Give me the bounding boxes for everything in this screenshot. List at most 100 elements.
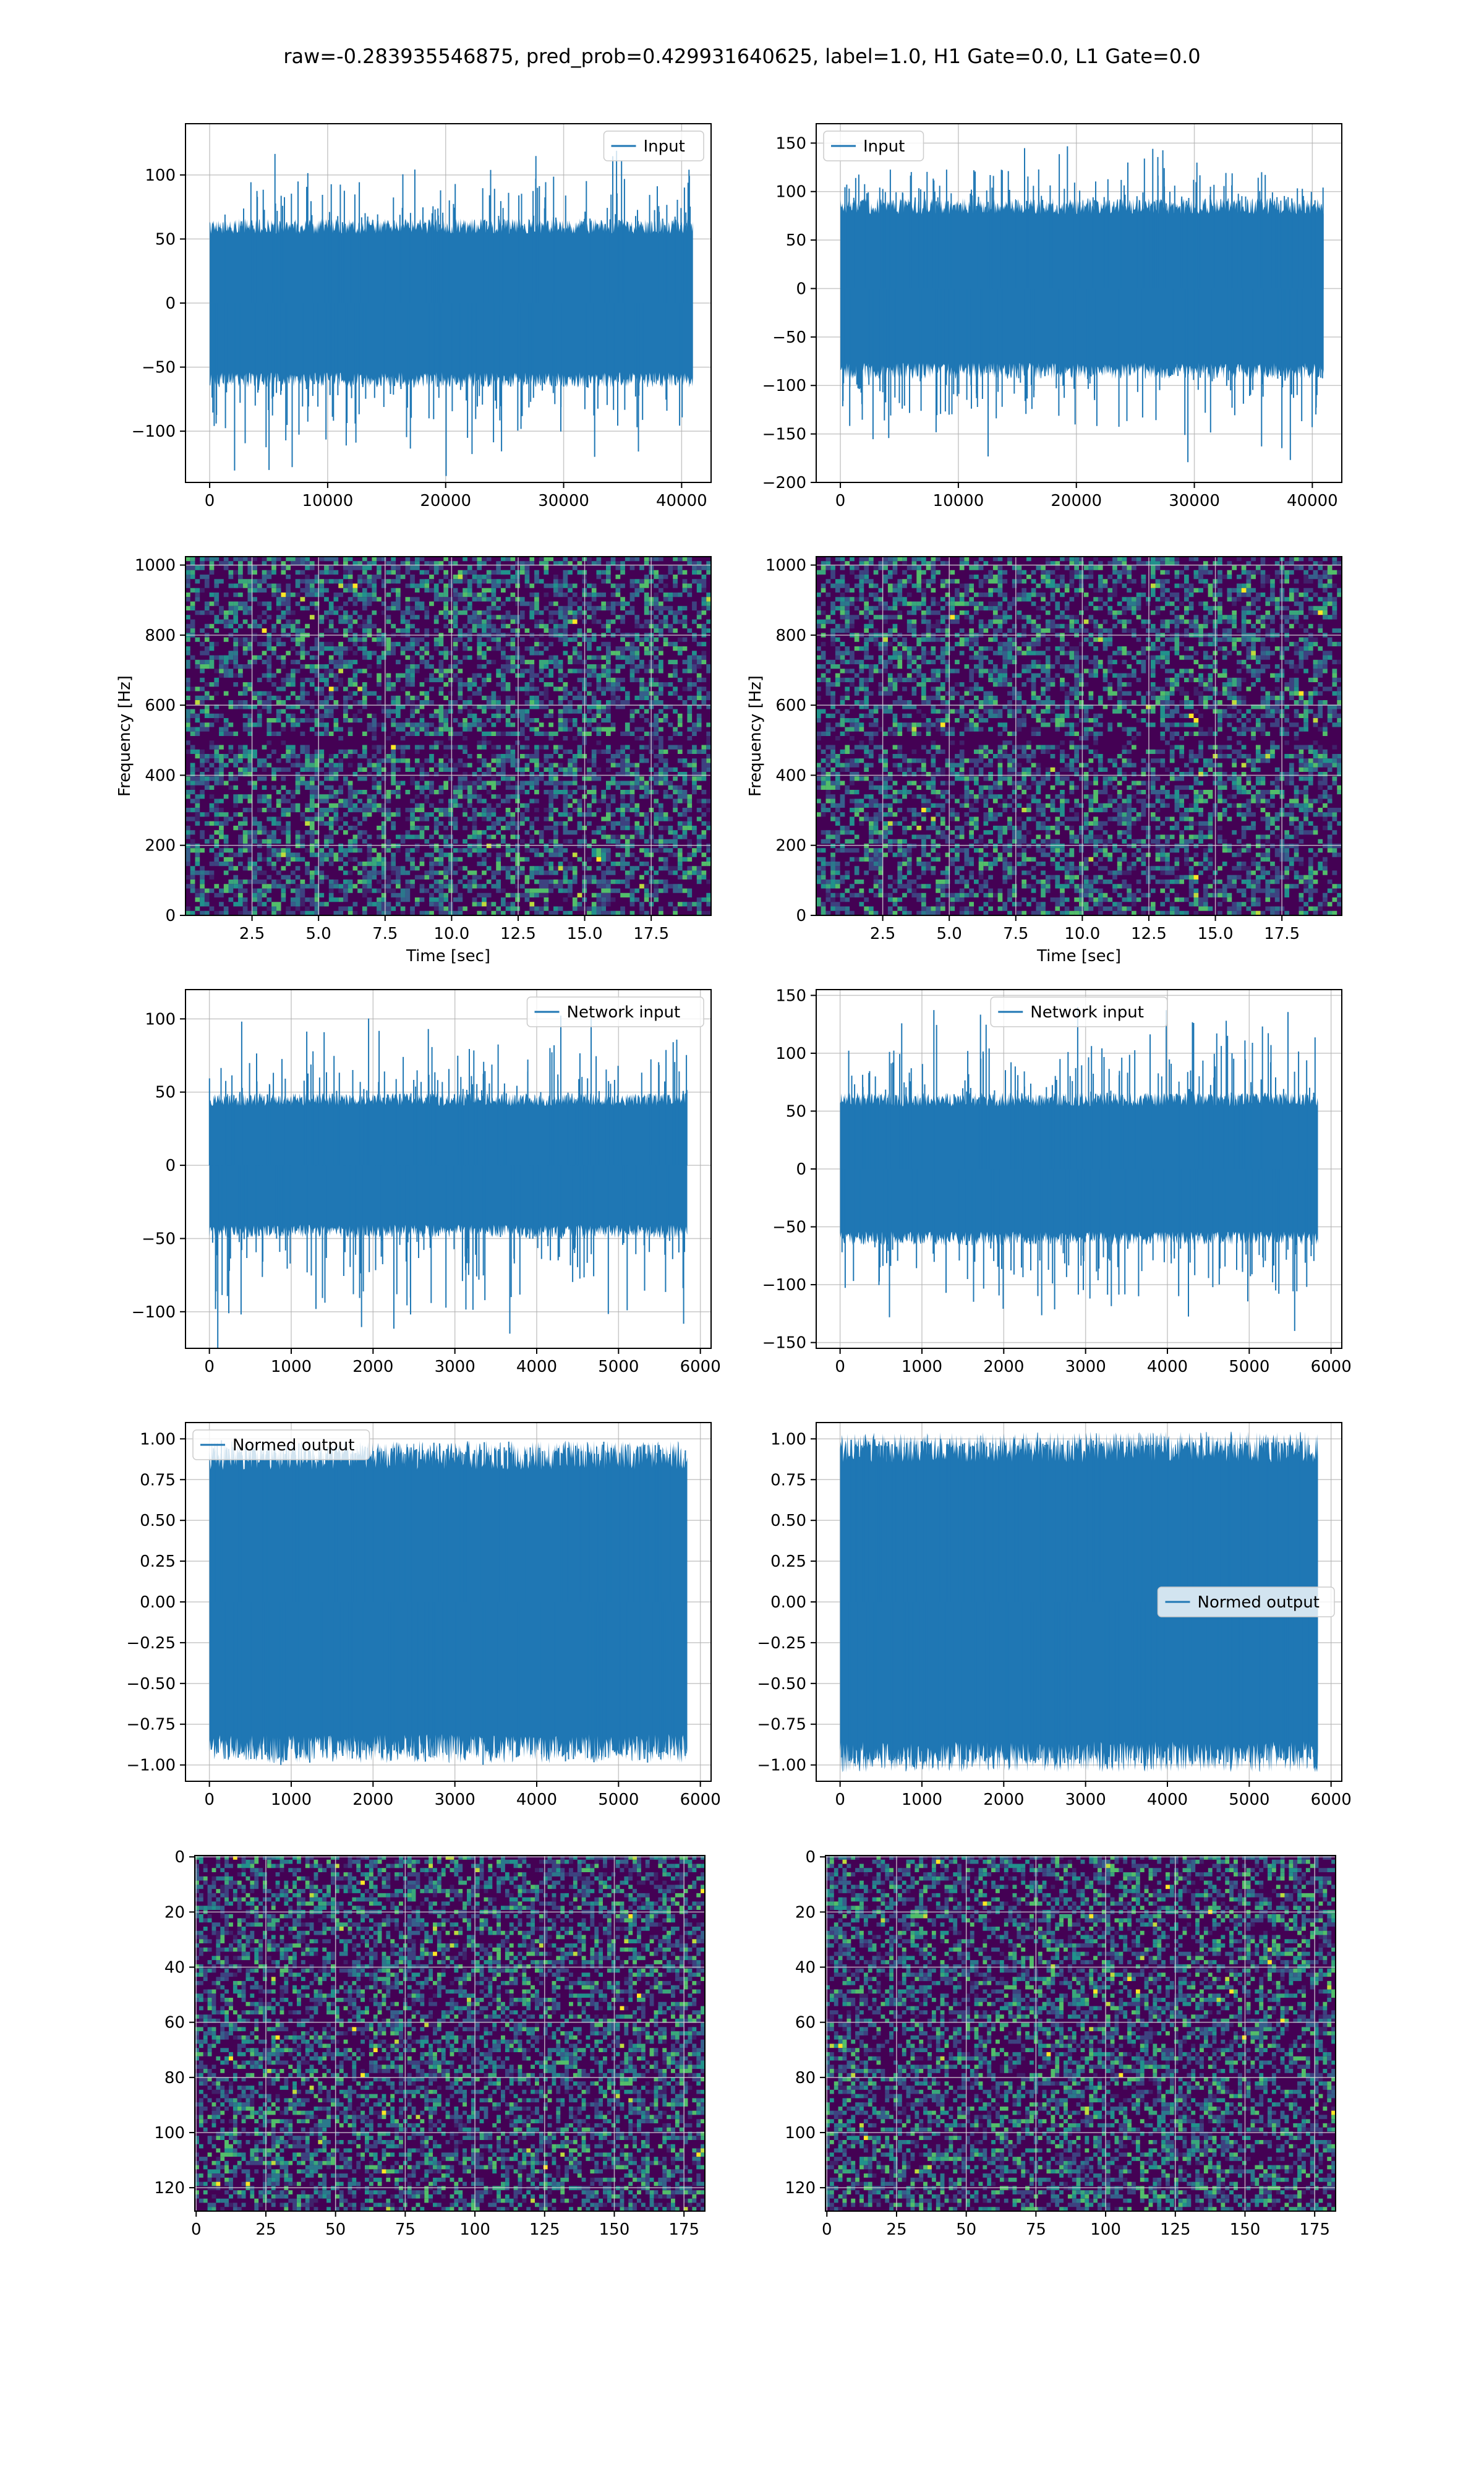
- x-tick-label: 6000: [680, 1358, 721, 1376]
- y-tick-label: 0: [796, 1160, 806, 1179]
- y-tick-label: 0: [174, 1848, 185, 1867]
- legend-box: [603, 131, 704, 161]
- x-tick-label: 2000: [983, 1358, 1024, 1376]
- y-tick-label: 600: [775, 696, 806, 715]
- y-tick-label: 0: [165, 907, 176, 925]
- legend-box: [990, 996, 1168, 1027]
- heatmap-cells: [816, 557, 1342, 915]
- x-tick-label: 0: [205, 492, 215, 510]
- y-tick-label: 20: [795, 1903, 816, 1922]
- y-tick-label: −0.75: [126, 1716, 176, 1734]
- legend-label: Input: [644, 137, 685, 156]
- x-tick-label: 50: [956, 2220, 976, 2239]
- x-tick-label: 5000: [1229, 1791, 1269, 1809]
- heatmap-cells: [816, 557, 1342, 915]
- x-tick-label: 1000: [902, 1791, 942, 1809]
- x-tick-label: 0: [835, 1358, 845, 1376]
- legend-label: Input: [863, 137, 905, 156]
- x-tick-label: 25: [886, 2220, 906, 2239]
- y-tick-label: −50: [142, 1230, 176, 1248]
- axes-frame: [194, 1855, 706, 2212]
- plot-area: [816, 990, 1342, 1348]
- x-axis-label: Time [sec]: [1036, 947, 1121, 965]
- legend: Input: [603, 131, 704, 161]
- y-tick-label: −0.75: [757, 1716, 806, 1734]
- plot-area: [816, 1423, 1342, 1781]
- y-tick-label: 100: [775, 1045, 806, 1063]
- panel-h1-image: 0 25 50 75 100 125 150 175 0 20 40 60 80 100 120: [154, 1848, 706, 2239]
- series-spikes: [840, 1439, 1318, 1765]
- x-tick-label: 2.5: [870, 925, 895, 943]
- x-tick-label: 20000: [1051, 492, 1102, 510]
- y-tick-label: 80: [795, 2069, 816, 2087]
- y-tick-label: 0.25: [770, 1552, 806, 1571]
- axes-frame: [816, 123, 1342, 483]
- panel-l1-input: 0 10000 20000 30000 40000 −200 −150 −100 −50 0 50 1…: [762, 123, 1342, 510]
- legend-label: Normed output: [232, 1436, 354, 1455]
- x-tick-label: 15.0: [1198, 925, 1234, 943]
- x-tick-label: 2.5: [239, 925, 265, 943]
- legend: Normed output: [1157, 1586, 1335, 1617]
- x-tick-label: 30000: [1169, 492, 1220, 510]
- x-tick-label: 5.0: [306, 925, 331, 943]
- y-tick-label: −200: [762, 474, 806, 492]
- x-tick-label: 0: [191, 2220, 202, 2239]
- plot-area: [816, 557, 1342, 915]
- series-spikes: [842, 146, 1324, 463]
- y-tick-label: −50: [142, 359, 176, 377]
- y-tick-label: 100: [154, 2124, 185, 2142]
- x-tick-label: 4000: [1147, 1358, 1188, 1376]
- heatmap-cells: [195, 1856, 705, 2211]
- y-tick-label: 50: [155, 230, 176, 249]
- x-tick-label: 6000: [1311, 1791, 1352, 1809]
- x-tick-label: 100: [1090, 2220, 1121, 2239]
- panels: 0 10000 20000 30000 40000−100−50050100Input0…: [116, 123, 1352, 2239]
- plot-area: [186, 557, 711, 915]
- y-axis-label: Frequency [Hz]: [746, 675, 765, 797]
- y-tick-label: 60: [164, 2014, 185, 2032]
- x-tick-label: 0: [835, 492, 846, 510]
- x-tick-label: 10000: [302, 492, 354, 510]
- legend: Network input: [990, 996, 1168, 1027]
- y-tick-label: 0.00: [770, 1593, 806, 1612]
- panel-l1-network-input: 0 1000 2000 3000 4000 5000 6000 −150 −100 −50 0 50 1…: [762, 987, 1352, 1376]
- y-tick-label: −1.00: [757, 1757, 806, 1775]
- heatmap-cells: [186, 557, 711, 915]
- y-tick-label: 0: [165, 294, 176, 313]
- heatmap-cells: [825, 1856, 1336, 2211]
- x-tick-label: 125: [1160, 2220, 1191, 2239]
- x-tick-label: 150: [1230, 2220, 1261, 2239]
- x-tick-label: 2000: [352, 1358, 393, 1376]
- y-tick-label: 1.00: [140, 1430, 176, 1449]
- panel-h1-spectrogram: 2.5 5.0 7.5 10.0 12.5 15.0 17.5 0 200 400 600 800 10…: [116, 556, 712, 965]
- plot-area: [186, 1423, 711, 1781]
- y-tick-label: 60: [795, 2014, 816, 2032]
- y-tick-label: 100: [775, 183, 806, 202]
- y-tick-label: 100: [785, 2124, 816, 2142]
- panel-h1-normed-output: 0 1000 2000 3000 4000 5000 6000 −1.00 −0.75 −0.50…: [126, 1422, 721, 1809]
- y-tick-label: 600: [145, 696, 176, 715]
- x-tick-label: 1000: [902, 1358, 942, 1376]
- axes-frame: [185, 556, 712, 916]
- heatmap-cells: [186, 557, 711, 915]
- panel-l1-image: 0 25 50 75 100 125 150 175 0 20 40 60 80 100 120: [785, 1848, 1336, 2239]
- y-tick-label: 200: [775, 837, 806, 855]
- x-tick-label: 0: [835, 1791, 845, 1809]
- x-tick-label: 2000: [983, 1791, 1024, 1809]
- x-tick-label: 50: [325, 2220, 346, 2239]
- x-tick-label: 4000: [1147, 1791, 1188, 1809]
- y-tick-label: 400: [775, 766, 806, 785]
- x-tick-label: 20000: [420, 492, 471, 510]
- x-tick-label: 75: [395, 2220, 416, 2239]
- y-tick-label: 0.00: [140, 1593, 176, 1612]
- y-tick-label: 40: [164, 1959, 185, 1977]
- axes-frame: [825, 1855, 1336, 2212]
- x-tick-label: 7.5: [372, 925, 398, 943]
- y-tick-label: 1000: [765, 557, 806, 575]
- x-tick-label: 3000: [1065, 1358, 1106, 1376]
- x-tick-label: 75: [1026, 2220, 1046, 2239]
- panel-l1-spectrogram: 2.5 5.0 7.5 10.0 12.5 15.0 17.5 0 200 400 600 800 10…: [746, 556, 1342, 965]
- x-tick-label: 30000: [538, 492, 589, 510]
- y-tick-label: 0.50: [770, 1512, 806, 1530]
- legend-label: Network input: [1030, 1003, 1144, 1022]
